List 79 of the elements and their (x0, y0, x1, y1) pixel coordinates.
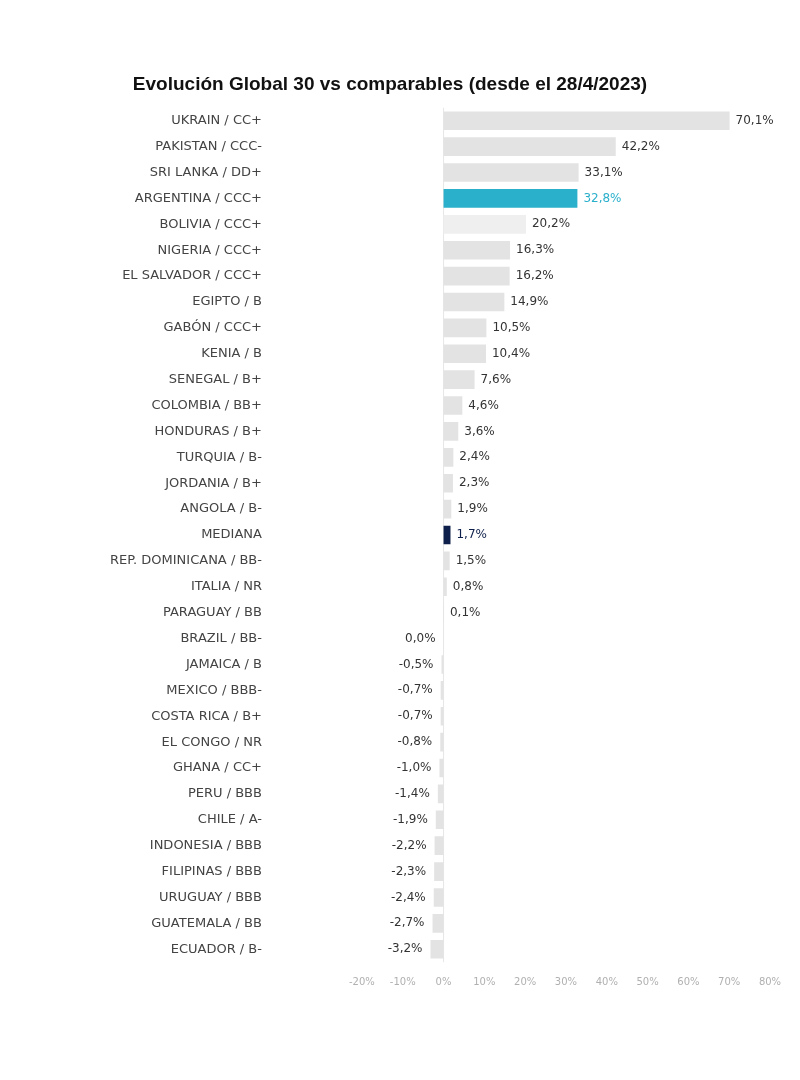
data-label: 70,1% (735, 112, 774, 127)
data-label: -1,9% (392, 811, 428, 826)
y-tick-label: EGIPTO / B (192, 293, 262, 309)
data-label: 16,3% (516, 242, 555, 257)
y-tick-label: SRI LANKA / DD+ (149, 163, 262, 179)
y-tick-label: BRAZIL / BB- (180, 629, 263, 645)
data-label: -1,4% (395, 786, 430, 801)
y-tick-label: SENEGAL / B+ (168, 371, 262, 387)
x-tick-label: 80% (758, 975, 782, 987)
data-label: 0,8% (452, 578, 484, 593)
y-tick-label: HONDURAS / B+ (154, 422, 262, 438)
y-tick-label: GABÓN / CCC+ (163, 319, 262, 335)
data-label: 10,5% (492, 320, 531, 334)
y-tick-label: MEDIANA (201, 526, 263, 542)
x-tick-label: -10% (389, 975, 416, 987)
data-label: -0,8% (397, 734, 433, 749)
data-label: 1,9% (457, 501, 488, 516)
x-tick-label: 50% (636, 975, 659, 987)
x-tick-label: 40% (595, 975, 618, 987)
y-tick-label: CHILE / A- (197, 811, 263, 827)
y-tick-label: ARGENTINA / CCC+ (134, 189, 262, 205)
data-label: -0,5% (398, 656, 434, 671)
data-label: 7,6% (480, 371, 512, 386)
data-label: 32,8% (583, 190, 622, 205)
data-label: 14,9% (510, 294, 549, 309)
y-tick-label: UKRAIN / CC+ (171, 112, 262, 128)
bar (443, 189, 578, 208)
data-label: -2,2% (391, 837, 427, 852)
y-tick-label: PERU / BBB (187, 785, 262, 801)
y-tick-label: JORDANIA / B+ (164, 474, 262, 490)
chart-title: Evolución Global 30 vs comparables (desde el 28/4/2023) (132, 72, 648, 94)
y-tick-label: ECUADOR / B- (170, 940, 263, 956)
y-tick-label: BOLIVIA / CCC+ (159, 215, 262, 231)
x-tick-label: 20% (514, 975, 537, 987)
data-label: -0,7% (397, 682, 433, 697)
x-tick-label: 60% (677, 975, 700, 987)
y-tick-label: URUGUAY / BBB (159, 888, 262, 904)
data-label: 2,4% (459, 449, 490, 464)
data-label: 0,1% (449, 604, 481, 619)
y-tick-label: GUATEMALA / BB (151, 914, 262, 930)
data-label: 4,6% (468, 397, 499, 412)
y-tick-label: COLOMBIA / BB+ (151, 396, 262, 412)
data-label: 1,5% (455, 553, 487, 568)
x-tick-label: 10% (473, 975, 496, 987)
x-tick-label: 30% (554, 975, 578, 987)
data-label: 3,6% (464, 423, 495, 438)
y-tick-label: KENIA / B (201, 345, 262, 361)
data-label: -1,0% (396, 760, 432, 775)
data-label: -2,4% (390, 889, 426, 904)
data-label: 10,4% (491, 345, 531, 360)
data-label: -2,3% (391, 863, 427, 878)
data-label: 42,2% (621, 138, 660, 153)
data-label: -2,7% (389, 915, 425, 930)
y-tick-label: PARAGUAY / BB (162, 604, 262, 620)
data-label: 2,3% (458, 475, 490, 490)
x-tick-label: 70% (718, 975, 741, 987)
y-tick-label: GHANA / CC+ (172, 759, 262, 775)
y-tick-label: MEXICO / BBB- (166, 681, 263, 697)
y-tick-label: EL CONGO / NR (161, 733, 262, 749)
y-tick-label: FILIPINAS / BBB (161, 862, 262, 878)
y-tick-label: PAKISTAN / CCC- (155, 138, 263, 154)
x-tick-label: -20% (349, 975, 375, 987)
y-tick-label: REP. DOMINICANA / BB- (110, 552, 263, 568)
y-tick-label: INDONESIA / BBB (149, 837, 262, 853)
y-tick-label: COSTA RICA / B+ (151, 707, 262, 723)
data-label: 1,7% (456, 527, 487, 542)
y-tick-label: NIGERIA / CCC+ (157, 241, 262, 257)
y-tick-label: TURQUIA / B- (175, 448, 263, 464)
data-label: 20,2% (531, 216, 571, 231)
y-tick-label: JAMAICA / B (184, 655, 262, 671)
x-tick-label: 0% (435, 975, 452, 987)
y-tick-label: ITALIA / NR (190, 578, 262, 594)
data-label: 0,0% (405, 630, 436, 645)
data-label: 16,2% (515, 268, 554, 283)
data-label: -0,7% (397, 708, 433, 723)
data-label: -3,2% (387, 941, 423, 956)
y-tick-label: EL SALVADOR / CCC+ (122, 267, 262, 283)
y-tick-label: ANGOLA / B- (180, 500, 263, 516)
data-label: 33,1% (584, 164, 623, 179)
